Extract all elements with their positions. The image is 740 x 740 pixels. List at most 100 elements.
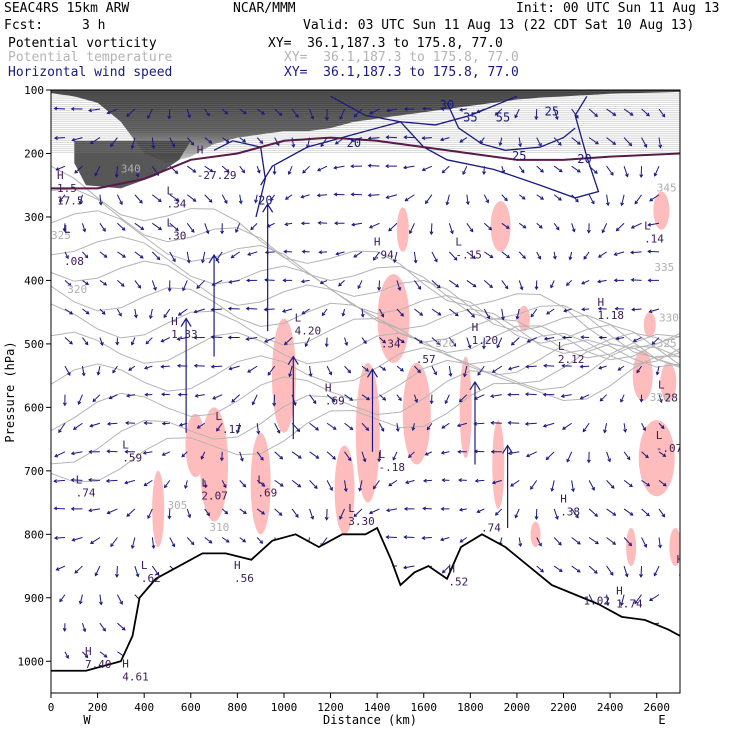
wind-arrow bbox=[231, 394, 241, 403]
wind-arrow bbox=[144, 365, 153, 369]
wind-arrow bbox=[99, 594, 102, 605]
wind-arrow-head bbox=[629, 483, 633, 488]
x-tick-label: 2400 bbox=[597, 701, 624, 714]
wind-arrow-head bbox=[339, 116, 343, 121]
wind-arrow-head bbox=[147, 115, 151, 120]
wind-arrow-head bbox=[634, 200, 639, 205]
wind-arrow bbox=[641, 137, 647, 148]
wind-arrow bbox=[571, 223, 575, 232]
theta-label: 310 bbox=[209, 521, 229, 534]
wind-arrow-head bbox=[55, 167, 60, 171]
wind-arrow-head bbox=[658, 544, 662, 549]
wind-arrow-head bbox=[334, 140, 339, 145]
wind-arrow bbox=[580, 365, 590, 368]
wind-arrow-head bbox=[482, 171, 486, 176]
wind-arrow-head bbox=[94, 572, 99, 577]
wind-arrow bbox=[256, 137, 263, 144]
wind-speed-contour bbox=[260, 96, 600, 199]
pv-extremum-type: H bbox=[325, 382, 332, 395]
wind-arrow bbox=[510, 479, 520, 487]
pv-extremum-value: .14 bbox=[644, 233, 664, 246]
wind-arrow bbox=[301, 308, 310, 315]
theta-label: 345 bbox=[657, 182, 677, 195]
pv-dark-lobe bbox=[74, 140, 191, 189]
wind-arrow-head bbox=[647, 222, 652, 227]
pv-extremum-value: 4.61 bbox=[122, 671, 149, 684]
pv-positive-blob bbox=[517, 305, 530, 332]
wind-arrow-head bbox=[538, 542, 542, 547]
wind-arrow-head bbox=[426, 426, 431, 431]
wind-arrow bbox=[631, 279, 642, 281]
wind-arrow-head bbox=[282, 309, 286, 313]
wind-arrow bbox=[194, 308, 205, 313]
wind-arrow-head bbox=[429, 400, 434, 405]
wind-arrow-head bbox=[284, 222, 289, 227]
wind-arrow bbox=[284, 337, 293, 345]
theta-label: 340 bbox=[121, 163, 141, 176]
wind-arrow bbox=[256, 537, 263, 544]
pv-extremum-value: .74 bbox=[76, 487, 96, 500]
wind-arrow bbox=[588, 565, 598, 574]
wind-arrow-head bbox=[124, 449, 129, 454]
theta-label: 330 bbox=[659, 312, 679, 325]
wind-arrow bbox=[373, 251, 380, 261]
wind-arrow-head bbox=[488, 226, 493, 231]
wind-arrow-head bbox=[53, 106, 58, 111]
wind-arrow-head bbox=[365, 427, 370, 431]
wind-speed-label: 20 bbox=[577, 152, 591, 166]
wind-arrow-head bbox=[646, 512, 650, 517]
wind-arrow-head bbox=[193, 309, 198, 314]
theta-label: 335 bbox=[654, 261, 674, 274]
theta-contour bbox=[51, 260, 680, 354]
wind-arrow bbox=[379, 308, 384, 317]
wind-arrow bbox=[516, 308, 520, 319]
wind-arrow-head bbox=[256, 430, 261, 435]
wind-arrow bbox=[99, 251, 108, 258]
wind-arrow bbox=[536, 251, 541, 260]
wind-arrow-head bbox=[143, 421, 148, 425]
wind-arrow bbox=[90, 422, 101, 427]
wind-arrow bbox=[221, 537, 230, 543]
wind-arrow-head bbox=[518, 143, 523, 148]
wind-arrow bbox=[239, 194, 242, 204]
wind-arrow-head bbox=[372, 256, 377, 261]
wind-arrow bbox=[606, 137, 616, 145]
wind-arrow bbox=[339, 508, 345, 520]
wind-arrow-head bbox=[458, 107, 463, 112]
wind-arrow-head bbox=[575, 198, 579, 203]
plot-frame bbox=[50, 89, 681, 694]
wind-arrow bbox=[169, 222, 179, 231]
wind-arrow bbox=[631, 222, 642, 229]
wind-arrow bbox=[581, 279, 590, 285]
wind-arrow bbox=[562, 422, 572, 430]
wind-arrow bbox=[641, 508, 650, 517]
wind-arrow bbox=[71, 451, 83, 455]
wind-arrow bbox=[526, 451, 537, 457]
wind-arrow bbox=[163, 308, 171, 318]
wind-arrow bbox=[403, 565, 415, 569]
wind-arrow-head bbox=[310, 515, 315, 520]
wind-arrow bbox=[88, 479, 100, 481]
wind-arrow bbox=[221, 165, 230, 173]
wind-arrow bbox=[459, 537, 468, 543]
wind-arrow bbox=[648, 222, 660, 226]
wind-arrow-head bbox=[328, 371, 333, 376]
wind-arrow-head bbox=[630, 225, 635, 229]
wind-arrow-head bbox=[612, 512, 617, 516]
wind-arrow-head bbox=[193, 363, 198, 368]
wind-arrow bbox=[369, 108, 380, 115]
pv-extremum-type: L bbox=[122, 439, 129, 452]
wind-arrow bbox=[501, 194, 508, 201]
wind-arrow-head bbox=[108, 395, 113, 400]
wind-arrow bbox=[651, 337, 660, 345]
wind-arrow-head bbox=[524, 421, 529, 426]
wind-arrow bbox=[134, 565, 139, 577]
wind-arrow-head bbox=[167, 288, 172, 292]
wind-arrow-head bbox=[594, 170, 598, 174]
wind-arrow bbox=[151, 565, 160, 576]
wind-arrow bbox=[641, 451, 649, 458]
wind-arrow bbox=[285, 222, 293, 226]
wind-arrow-head bbox=[421, 136, 426, 141]
wind-arrow bbox=[246, 337, 258, 340]
wind-arrow bbox=[90, 537, 101, 544]
